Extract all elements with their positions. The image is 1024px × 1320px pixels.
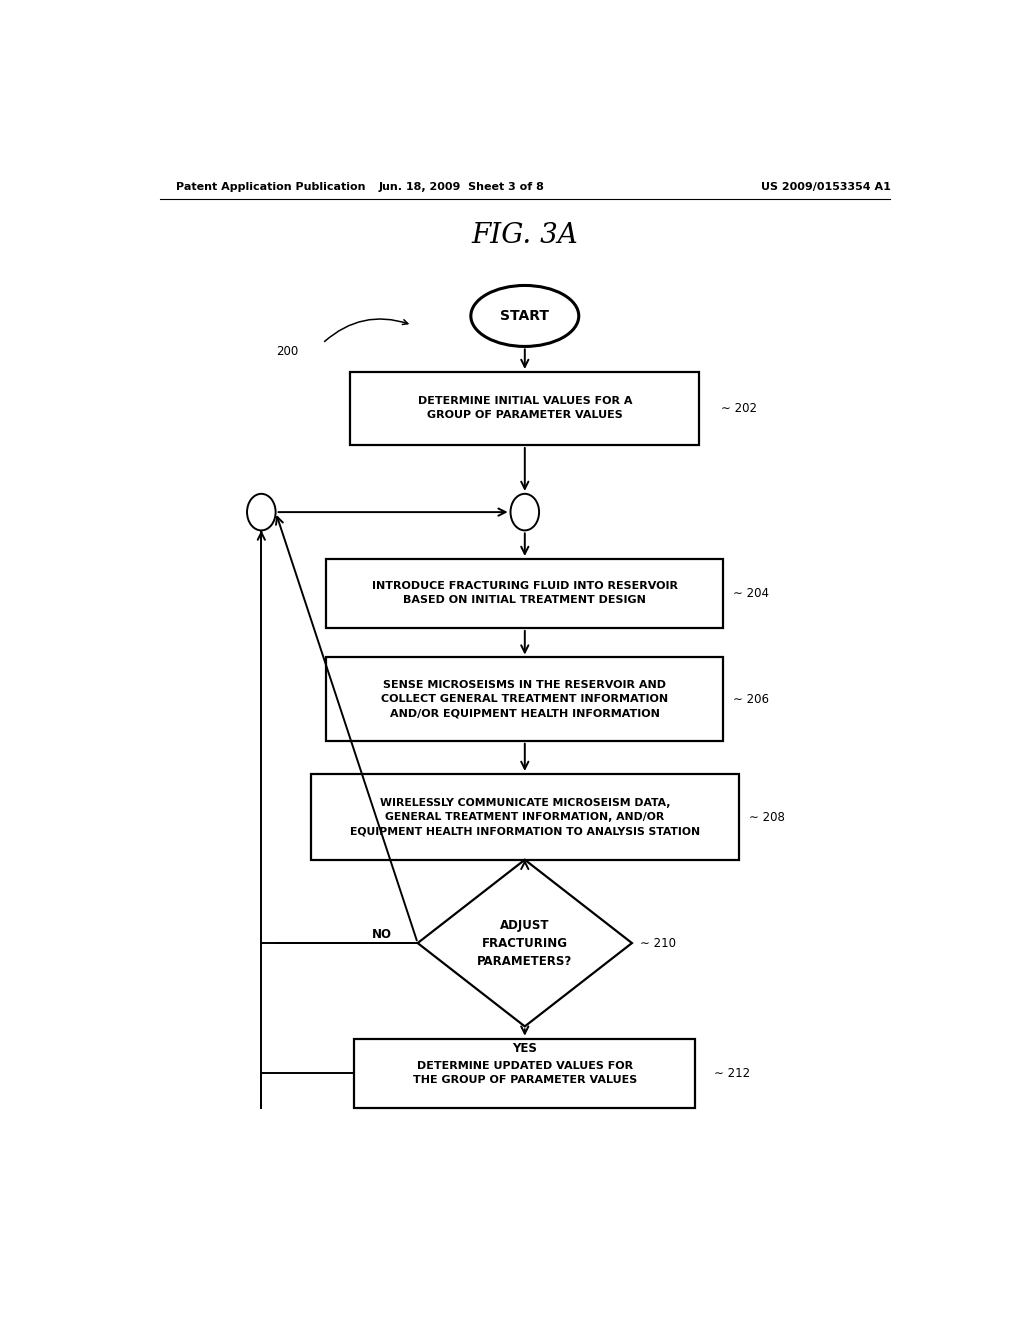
Text: FIG. 3A: FIG. 3A	[471, 222, 579, 249]
Text: DETERMINE INITIAL VALUES FOR A
GROUP OF PARAMETER VALUES: DETERMINE INITIAL VALUES FOR A GROUP OF …	[418, 396, 632, 421]
Circle shape	[511, 494, 539, 531]
FancyBboxPatch shape	[354, 1039, 695, 1107]
FancyBboxPatch shape	[350, 372, 699, 445]
Text: INTRODUCE FRACTURING FLUID INTO RESERVOIR
BASED ON INITIAL TREATMENT DESIGN: INTRODUCE FRACTURING FLUID INTO RESERVOI…	[372, 581, 678, 606]
Text: ∼ 210: ∼ 210	[640, 937, 676, 949]
Text: WIRELESSLY COMMUNICATE MICROSEISM DATA,
GENERAL TREATMENT INFORMATION, AND/OR
EQ: WIRELESSLY COMMUNICATE MICROSEISM DATA, …	[350, 799, 699, 836]
Text: START: START	[501, 309, 549, 323]
Text: ADJUST
FRACTURING
PARAMETERS?: ADJUST FRACTURING PARAMETERS?	[477, 919, 572, 968]
Text: ∼ 204: ∼ 204	[733, 587, 769, 599]
Text: NO: NO	[372, 928, 392, 941]
Ellipse shape	[471, 285, 579, 346]
Text: 200: 200	[276, 345, 299, 358]
Polygon shape	[418, 859, 632, 1027]
Text: ∼ 208: ∼ 208	[749, 810, 784, 824]
FancyBboxPatch shape	[327, 558, 723, 628]
Text: ∼ 202: ∼ 202	[721, 401, 757, 414]
Text: ∼ 206: ∼ 206	[733, 693, 769, 706]
Text: US 2009/0153354 A1: US 2009/0153354 A1	[762, 182, 891, 191]
Text: SENSE MICROSEISMS IN THE RESERVOIR AND
COLLECT GENERAL TREATMENT INFORMATION
AND: SENSE MICROSEISMS IN THE RESERVOIR AND C…	[381, 680, 669, 718]
Text: ∼ 212: ∼ 212	[714, 1067, 750, 1080]
FancyBboxPatch shape	[327, 657, 723, 741]
Circle shape	[247, 494, 275, 531]
Text: Patent Application Publication: Patent Application Publication	[176, 182, 366, 191]
Text: Jun. 18, 2009  Sheet 3 of 8: Jun. 18, 2009 Sheet 3 of 8	[379, 182, 544, 191]
FancyBboxPatch shape	[310, 774, 739, 861]
Text: DETERMINE UPDATED VALUES FOR
THE GROUP OF PARAMETER VALUES: DETERMINE UPDATED VALUES FOR THE GROUP O…	[413, 1061, 637, 1085]
Text: YES: YES	[512, 1043, 538, 1055]
